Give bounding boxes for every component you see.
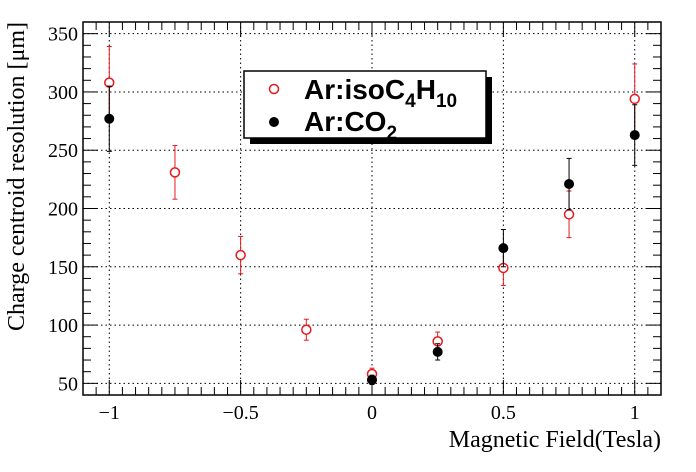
data-point-1-4 xyxy=(564,179,575,190)
data-point-1-2 xyxy=(432,346,443,357)
data-point-1-3 xyxy=(498,243,509,254)
plot-frame xyxy=(82,21,662,396)
y-tick-label-300: 300 xyxy=(48,82,78,104)
data-point-0-8 xyxy=(629,93,640,105)
series-1 xyxy=(104,85,640,386)
y-tick-label-350: 350 xyxy=(48,24,78,46)
data-point-0-2 xyxy=(235,249,246,261)
x-tick-label--1: −1 xyxy=(99,402,120,424)
legend-box xyxy=(243,70,487,139)
x-axis-title: Magnetic Field(Tesla) xyxy=(449,427,661,453)
y-tick-label-250: 250 xyxy=(48,140,78,162)
data-series xyxy=(104,45,640,386)
y-tick-label-100: 100 xyxy=(48,315,78,337)
legend-marker-isoc4h10 xyxy=(268,83,280,95)
x-tick-label-1: 1 xyxy=(630,402,640,424)
y-tick-label-200: 200 xyxy=(48,199,78,221)
x-tick-label--0-5: −0.5 xyxy=(222,402,258,424)
x-tick-label-0: 0 xyxy=(367,402,377,424)
legend-label-co2: Ar:CO2 xyxy=(304,106,397,144)
legend: Ar:isoC4H10 Ar:CO2 xyxy=(243,70,492,144)
data-point-0-3 xyxy=(301,324,312,335)
data-point-1-1 xyxy=(367,374,377,385)
legend-marker-co2 xyxy=(269,117,279,127)
y-tick-label-150: 150 xyxy=(48,257,78,279)
data-point-1-5 xyxy=(629,130,640,141)
y-tick-label-50: 50 xyxy=(58,373,78,395)
x-axis-ticks: −1 −0.5 0 0.5 1 xyxy=(82,22,662,424)
y-axis-ticks: 50 100 150 200 250 300 350 xyxy=(48,21,661,396)
data-point-1-0 xyxy=(104,113,115,124)
x-tick-label-0-5: 0.5 xyxy=(491,402,516,424)
y-axis-title: Charge centroid resolution [μm] xyxy=(4,22,30,331)
legend-label-isoc4h10: Ar:isoC4H10 xyxy=(304,74,457,112)
data-point-0-1 xyxy=(169,167,181,178)
data-point-0-7 xyxy=(563,209,575,220)
